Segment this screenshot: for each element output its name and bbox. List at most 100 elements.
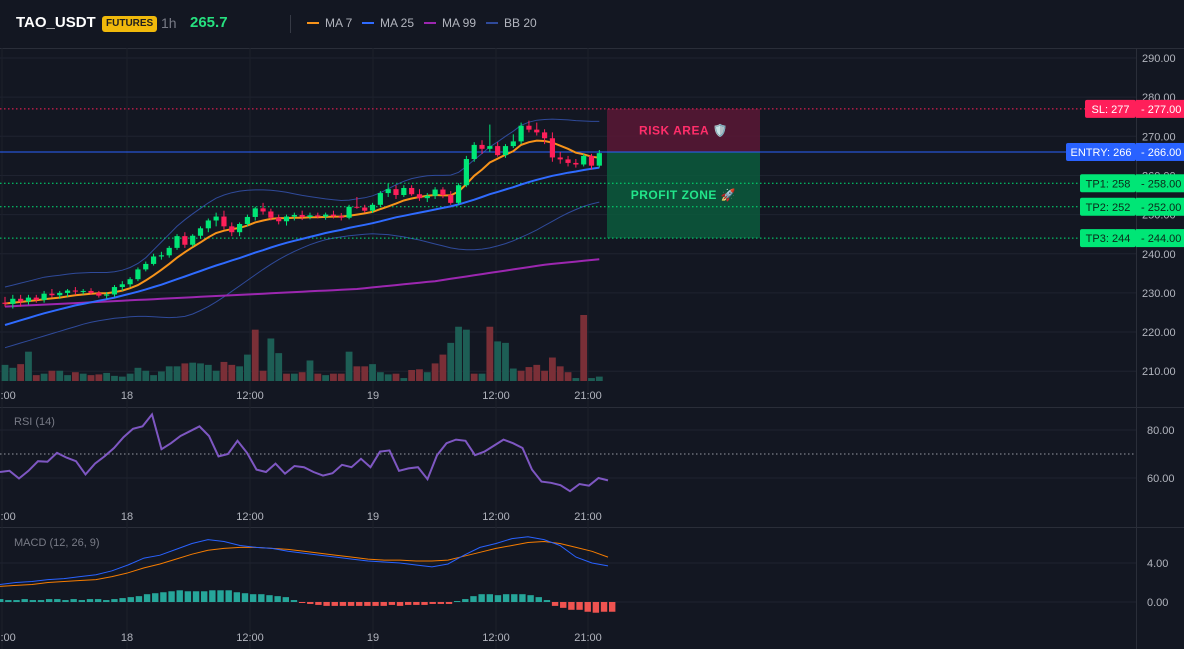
legend-bb20[interactable]: BB 20 <box>486 16 537 30</box>
candle-body <box>534 129 540 133</box>
candle-body <box>205 220 211 229</box>
macd-histogram-bar <box>119 598 126 602</box>
candle-body <box>323 214 329 217</box>
macd-histogram-bar <box>421 602 428 605</box>
candle <box>354 196 360 209</box>
candle <box>244 214 251 227</box>
volume-bar <box>142 370 150 381</box>
candle <box>182 232 188 248</box>
macd-histogram-bar <box>372 602 379 606</box>
candle-body <box>495 146 501 156</box>
candle-body <box>119 284 125 288</box>
candle-body <box>549 138 555 158</box>
candle-body <box>166 247 172 256</box>
candle <box>510 134 516 149</box>
price-tick-label: 220.00 <box>1142 327 1176 339</box>
volume-bar <box>455 326 462 381</box>
candle-body <box>111 287 118 295</box>
trade-level-lines <box>0 108 1136 239</box>
candle <box>127 277 133 288</box>
candle <box>526 120 532 133</box>
macd-title: MACD (12, 26, 9) <box>14 537 100 549</box>
candle <box>2 296 8 307</box>
time-tick-label: 21:00 <box>574 632 602 644</box>
volume-bar <box>259 370 267 381</box>
volume-bar <box>56 370 64 381</box>
candle-body <box>565 159 571 163</box>
candle-body <box>150 256 157 264</box>
volume-bar <box>376 372 384 381</box>
candle <box>557 151 563 164</box>
volume-bar <box>549 357 556 381</box>
volume-bar <box>353 366 361 381</box>
volume-bar <box>275 353 283 381</box>
candle <box>346 204 352 220</box>
candle-body <box>197 228 204 236</box>
macd-panel[interactable]: 4.00 0.00 <box>0 536 1168 613</box>
candle-body <box>455 185 462 203</box>
time-tick-label: 19 <box>367 511 379 523</box>
ma25-line <box>4 166 600 326</box>
level-tag-bg <box>1066 142 1136 161</box>
symbol-name[interactable]: TAO_USDT <box>16 14 96 31</box>
axis-tag-bg <box>1136 229 1184 248</box>
axis-tag-text: - 266.00 <box>1141 147 1181 159</box>
risk-zone <box>607 108 760 152</box>
bollinger-bands <box>4 118 600 349</box>
legend-ma7[interactable]: MA 7 <box>307 16 352 30</box>
legend-swatch <box>362 22 374 24</box>
macd-histogram-bar <box>470 596 477 602</box>
candle <box>49 288 55 298</box>
candle-body <box>158 255 164 257</box>
candle <box>111 285 118 297</box>
candle-body <box>244 216 251 224</box>
macd-histogram-bar <box>453 601 461 603</box>
axis-tag-text: - 244.00 <box>1141 233 1181 245</box>
candle <box>369 202 376 214</box>
candle-body <box>596 153 602 166</box>
macd-histogram-bar <box>315 602 322 605</box>
candle <box>495 142 501 157</box>
candle-body <box>369 204 376 211</box>
level-tag: TP3: 244 - 244.00 <box>1080 229 1184 248</box>
macd-histogram-bar <box>535 597 542 602</box>
legend-ma25[interactable]: MA 25 <box>362 16 414 30</box>
volume-bar <box>283 373 290 381</box>
time-tick-label: 12:00 <box>0 390 16 402</box>
candle <box>299 210 305 221</box>
macd-histogram-bar <box>127 597 134 602</box>
candle <box>432 187 438 199</box>
candle-body <box>276 217 282 222</box>
candle-body <box>2 302 8 304</box>
volume-bar <box>244 354 251 381</box>
level-tag: SL: 277 - 277.00 <box>1085 99 1184 118</box>
candle <box>72 287 78 295</box>
candle-body <box>237 223 243 233</box>
macd-histogram-bar <box>511 594 518 602</box>
timeframe-label[interactable]: 1h <box>161 15 177 31</box>
futures-badge: FUTURES <box>102 16 158 32</box>
macd-histogram-bar <box>543 600 551 602</box>
candle-body <box>49 293 55 296</box>
candle <box>143 261 149 272</box>
candle-body <box>440 189 446 196</box>
volume-bar <box>462 329 470 381</box>
macd-signal-line <box>0 540 609 587</box>
macd-histogram-bar <box>437 602 445 604</box>
volume-bar <box>416 369 423 381</box>
macd-histogram-bar <box>568 602 575 610</box>
macd-histogram-bar <box>356 602 363 606</box>
axis-tag-bg <box>1136 174 1184 193</box>
candle-body <box>307 215 313 217</box>
level-tag-text: TP3: 244 <box>1086 233 1131 245</box>
candle <box>166 245 172 258</box>
candle <box>596 150 602 168</box>
candle <box>323 212 329 220</box>
legend-label: MA 99 <box>442 16 477 30</box>
header-divider <box>290 15 291 33</box>
rsi-panel[interactable]: 80.00 60.00 <box>0 412 1175 493</box>
price-tick-label: 240.00 <box>1142 249 1176 261</box>
candle <box>315 212 321 219</box>
legend-ma99[interactable]: MA 99 <box>424 16 476 30</box>
